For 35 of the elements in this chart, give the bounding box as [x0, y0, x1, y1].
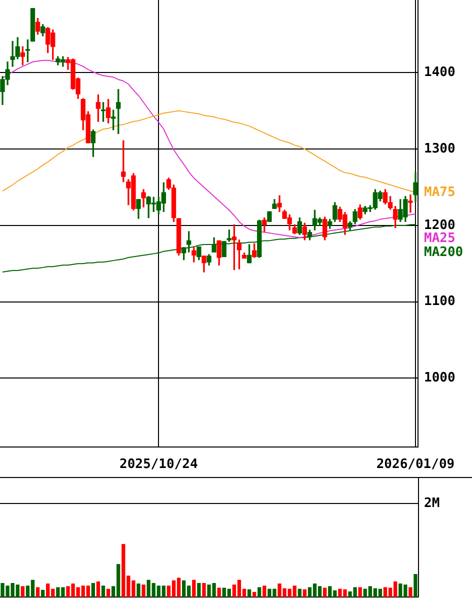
y-tick-label: 1200 [424, 218, 456, 233]
bar [323, 588, 327, 597]
bar [96, 581, 100, 597]
y-tick-label: 1000 [424, 370, 456, 386]
x-tick-label: 2025/10/24 [120, 457, 198, 472]
bar [36, 587, 40, 597]
y-tick-label: 1100 [424, 294, 456, 310]
bar [91, 582, 95, 597]
text: 2M [424, 496, 440, 511]
series-label: MA75 [424, 184, 456, 200]
bar [192, 580, 196, 597]
x-tick-label: 2026/01/09 [376, 457, 455, 472]
bar [408, 587, 412, 597]
bar [40, 590, 45, 597]
bar [136, 584, 140, 597]
bar [247, 589, 252, 597]
bar [202, 582, 206, 597]
bar [101, 586, 106, 597]
bar [298, 588, 302, 597]
bar [217, 588, 221, 597]
y-tick-label: 1300 [424, 141, 456, 156]
bar [262, 586, 266, 597]
bar [197, 582, 201, 597]
bar [252, 592, 256, 597]
bar [142, 584, 146, 597]
bar [358, 587, 362, 597]
y-tick-label: 1400 [424, 64, 456, 80]
bar [106, 588, 110, 597]
candlestick [408, 194, 413, 213]
series-label: MA200 [424, 244, 464, 260]
bar [414, 574, 418, 597]
bar [302, 589, 307, 597]
series-label: MA25 [424, 230, 456, 246]
bar [258, 587, 262, 597]
bar [20, 586, 24, 597]
